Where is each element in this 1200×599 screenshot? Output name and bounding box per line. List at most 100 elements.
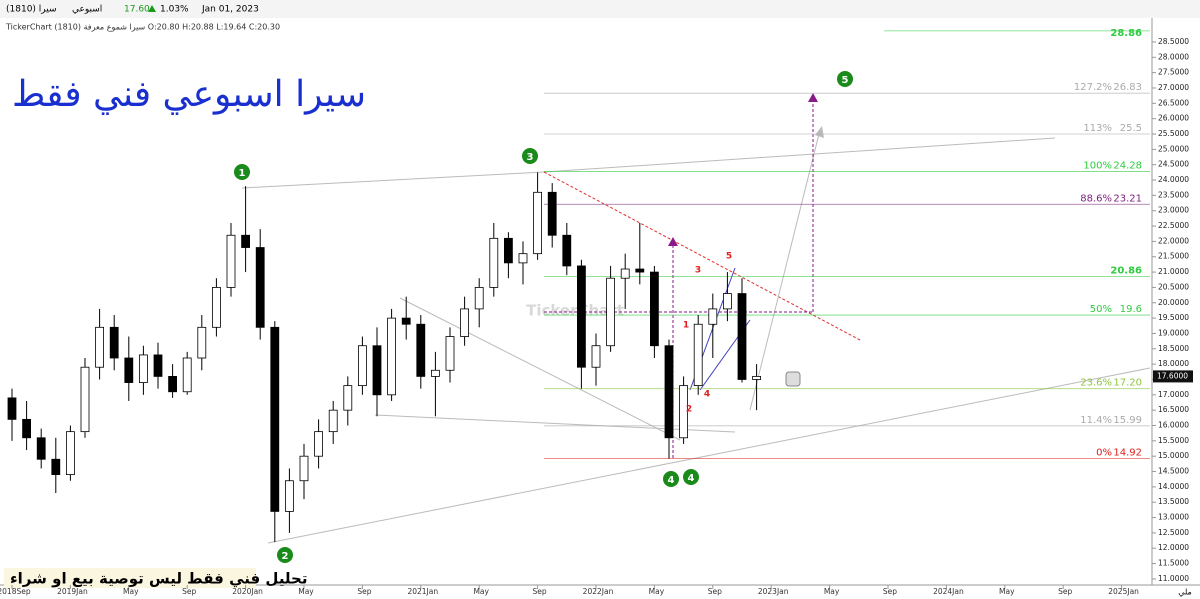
last-price-label: 17.6000 xyxy=(1157,371,1188,380)
candle-body xyxy=(357,345,367,387)
fib-value: 20.86 xyxy=(1110,265,1142,276)
x-tick-label: Sep xyxy=(1058,587,1072,596)
fib-value: 17.20 xyxy=(1113,378,1142,389)
y-tick-label: 25.5000 xyxy=(1158,129,1189,138)
candle-body xyxy=(620,268,630,279)
x-tick-label: Sep xyxy=(533,587,547,596)
wave-label: 4 xyxy=(704,390,710,400)
y-tick-label: 23.0000 xyxy=(1158,206,1189,215)
wave-number: 5 xyxy=(842,75,849,86)
axis-unit: ملي xyxy=(1178,588,1192,597)
wave-circle xyxy=(683,469,699,485)
fib-value: 19.6 xyxy=(1120,304,1142,315)
up-arrow xyxy=(148,5,156,12)
candle-body xyxy=(372,345,382,396)
candle-body xyxy=(445,336,455,371)
candle-body xyxy=(343,385,353,411)
x-tick-label: May xyxy=(473,587,489,596)
candle-body xyxy=(95,326,104,368)
candle-body xyxy=(635,268,645,273)
fib-value: 25.5 xyxy=(1120,123,1142,134)
y-tick-label: 28.5000 xyxy=(1158,37,1189,46)
y-tick-label: 19.5000 xyxy=(1158,313,1189,322)
candle-body xyxy=(606,277,615,347)
candle-body xyxy=(211,287,221,328)
candle-body xyxy=(168,376,178,393)
x-tick-label: Sep xyxy=(708,587,722,596)
x-tick-label: 2021Jan xyxy=(407,587,438,596)
x-tick-label: May xyxy=(649,587,665,596)
candle-body xyxy=(737,293,747,380)
candle-body xyxy=(7,397,17,420)
wave-label: 5 xyxy=(726,252,732,262)
change: 1.03% xyxy=(160,5,189,15)
y-tick-label: 14.5000 xyxy=(1158,467,1189,476)
candle-body xyxy=(591,345,601,368)
y-tick-label: 21.5000 xyxy=(1158,252,1189,261)
candle-body xyxy=(577,265,586,368)
x-tick-label: 2023Jan xyxy=(758,587,789,596)
fib-pct: 88.6% xyxy=(1080,193,1112,204)
y-tick-label: 25.0000 xyxy=(1158,144,1189,153)
x-tick-label: Sep xyxy=(883,587,897,596)
x-tick-label: May xyxy=(298,587,314,596)
wave-number: 4 xyxy=(668,475,675,486)
y-tick-label: 24.5000 xyxy=(1158,160,1189,169)
fib-pct: 50% xyxy=(1090,304,1112,315)
date: Jan 01, 2023 xyxy=(201,5,259,15)
y-tick-label: 11.0000 xyxy=(1158,574,1189,583)
y-tick-label: 15.5000 xyxy=(1158,436,1189,445)
fib-pct: 23.6% xyxy=(1080,378,1112,389)
y-tick-label: 27.0000 xyxy=(1158,83,1189,92)
candle-body xyxy=(693,323,703,387)
candle-body xyxy=(533,191,542,255)
footer-box xyxy=(4,568,256,588)
candle-body xyxy=(708,308,718,325)
wave-circle xyxy=(522,148,538,164)
y-tick-label: 13.0000 xyxy=(1158,513,1189,522)
candle-body xyxy=(664,345,674,439)
candle-body xyxy=(299,455,309,482)
candle-body xyxy=(197,326,207,359)
x-tick-label: 2019Jan xyxy=(57,587,88,596)
wave-label: 1 xyxy=(683,321,689,331)
candle-body xyxy=(270,326,280,512)
candle-body xyxy=(138,354,148,383)
x-tick-label: Sep xyxy=(357,587,371,596)
candle-body xyxy=(489,237,499,288)
candle-body xyxy=(503,237,513,264)
y-tick-label: 21.0000 xyxy=(1158,267,1189,276)
y-tick-label: 14.0000 xyxy=(1158,482,1189,491)
candle-body xyxy=(66,431,75,476)
price: 17.60 xyxy=(124,5,150,15)
fib-pct: 0% xyxy=(1096,448,1112,459)
y-tick-label: 27.5000 xyxy=(1158,68,1189,77)
fib-value: 26.83 xyxy=(1113,82,1142,93)
fib-value: 24.28 xyxy=(1113,160,1142,171)
candle-body xyxy=(284,480,294,512)
symbol: سيرا (1810) xyxy=(6,5,57,15)
period: اسبوعي xyxy=(72,5,102,15)
wave-number: 3 xyxy=(527,152,534,163)
x-tick-label: 2024Jan xyxy=(933,587,964,596)
fib-pct: 113% xyxy=(1083,123,1112,134)
y-tick-label: 20.5000 xyxy=(1158,282,1189,291)
y-tick-label: 12.5000 xyxy=(1158,528,1189,537)
x-tick-label: May xyxy=(824,587,840,596)
y-tick-label: 19.0000 xyxy=(1158,328,1189,337)
candle-body xyxy=(226,234,236,288)
wave-number: 4 xyxy=(688,473,695,484)
x-tick-label: May xyxy=(123,587,139,596)
y-tick-label: 15.0000 xyxy=(1158,451,1189,460)
wave-number: 2 xyxy=(282,551,289,562)
candle-body xyxy=(752,376,761,380)
candle-body xyxy=(22,418,32,439)
chart-title: سيرا اسبوعي فني فقط xyxy=(12,74,366,115)
candle-body xyxy=(241,234,251,248)
y-tick-label: 28.0000 xyxy=(1158,52,1189,61)
candle-body xyxy=(723,293,732,310)
wave-number: 1 xyxy=(239,168,246,179)
info: TickerChart سيرا شموع معرفة (1810) O:20.… xyxy=(5,23,280,32)
y-tick-label: 24.0000 xyxy=(1158,175,1189,184)
y-tick-label: 18.5000 xyxy=(1158,344,1189,353)
